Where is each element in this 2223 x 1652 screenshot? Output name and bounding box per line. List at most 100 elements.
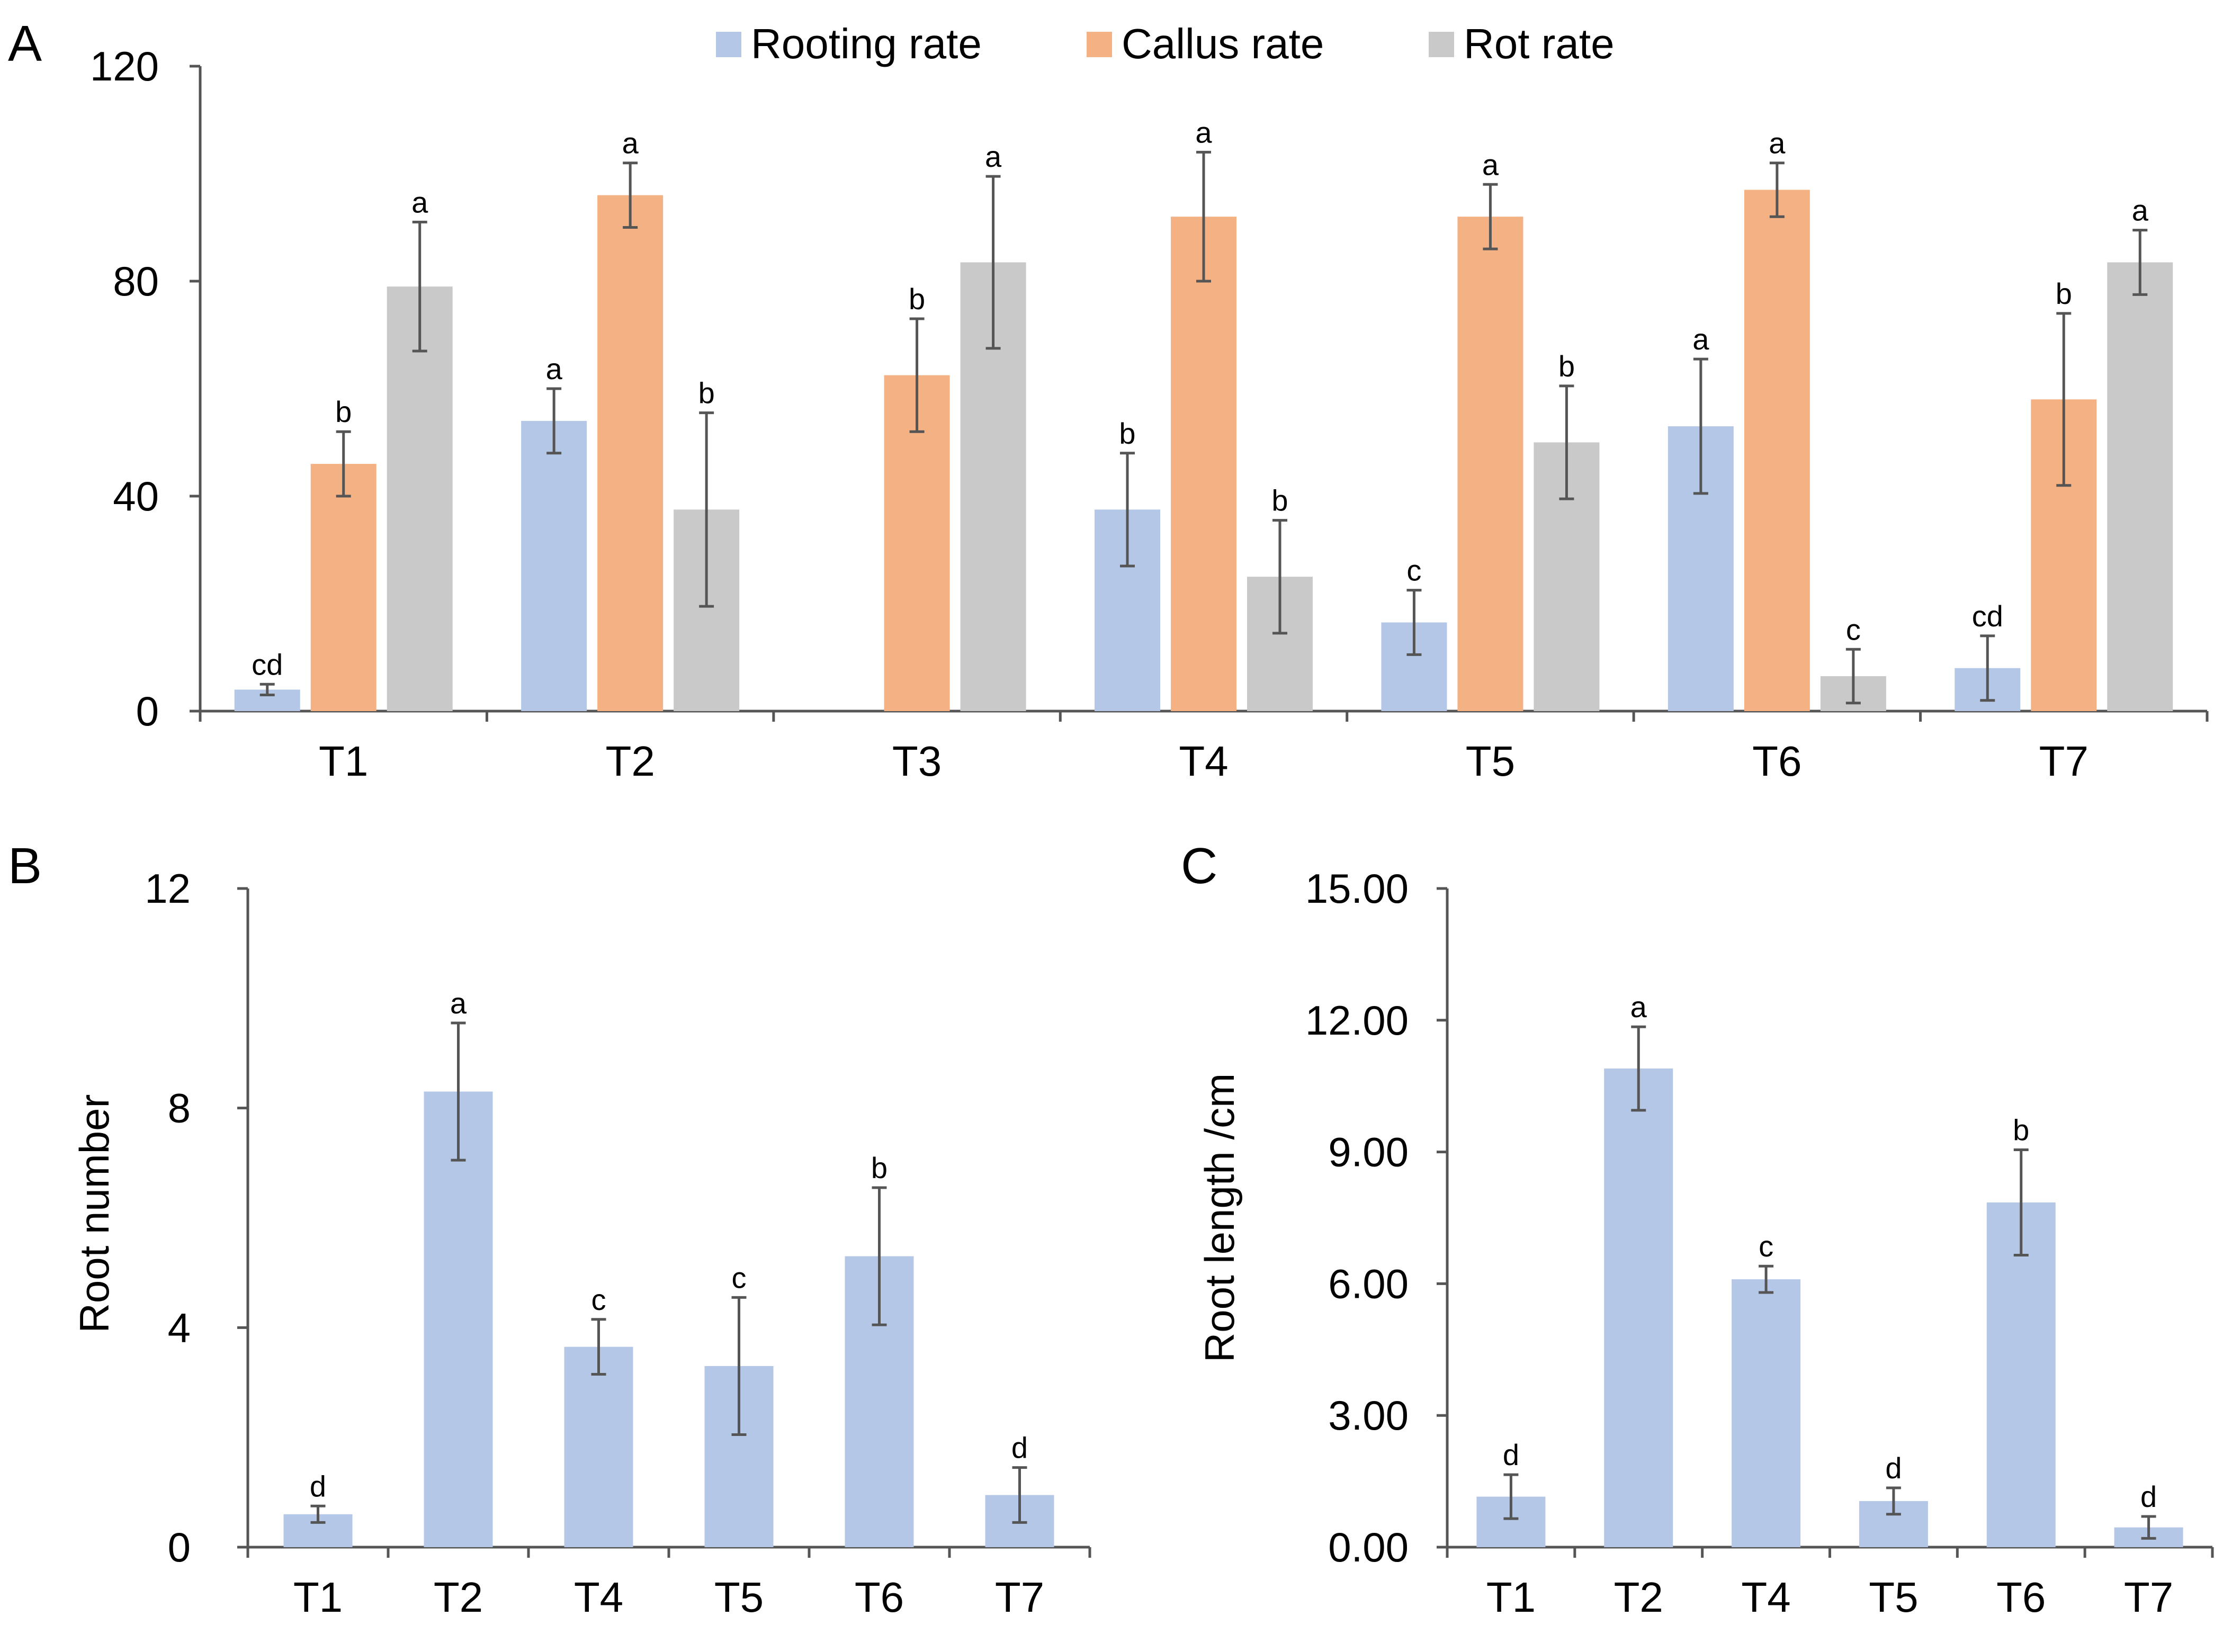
panel-a-significance-letter-rooting-rate-t5: c: [1406, 554, 1421, 587]
panel-a-y-tick-label: 120: [90, 43, 159, 89]
panel-a-significance-letter-callus-rate-t3: b: [909, 282, 925, 316]
panel-b-category-label-t1: T1: [293, 1574, 343, 1621]
panel-b-error-bar-root-number-t5: [731, 1296, 747, 1436]
panel-a-error-bar-rooting-rate-t5: [1406, 589, 1422, 656]
panel-c-bar-root-length-t2: [1604, 1069, 1673, 1547]
panel-a-category-label-t3: T3: [892, 738, 942, 785]
legend-swatch-rot-rate: [1429, 32, 1454, 57]
panel-b-category-label-t6: T6: [855, 1574, 904, 1621]
panel-a-category-label-t1: T1: [319, 738, 368, 785]
panel-b-significance-letter-root-number-t7: d: [1011, 1431, 1028, 1465]
panel-a-error-bar-rot-rate-t6: [1845, 648, 1861, 705]
panel-a-bar-callus-rate-t1: [310, 464, 377, 711]
panel-b-error-bar-root-number-t1: [310, 1504, 326, 1524]
panel-c-error-bar-root-length-t2: [1631, 1025, 1646, 1112]
panel-a: A Rooting rate Callus rate Rot rate 0 40 8…: [8, 15, 2209, 785]
panel-a-error-bar-rooting-rate-t2: [546, 387, 562, 455]
panel-b-significance-letter-root-number-t1: d: [310, 1469, 326, 1503]
legend-swatch-callus-rate: [1087, 32, 1112, 57]
panel-c-significance-letter-root-length-t4: c: [1759, 1229, 1773, 1263]
panel-a-significance-letter-callus-rate-t4: a: [1195, 115, 1212, 149]
panel-a-significance-letter-rot-rate-t2: b: [698, 376, 715, 410]
legend-swatch-rooting-rate: [716, 32, 741, 57]
panel-a-significance-letter-callus-rate-t2: a: [622, 127, 639, 160]
panel-a-error-bar-callus-rate-t7: [2056, 312, 2072, 487]
panel-a-significance-letter-rot-rate-t5: b: [1558, 349, 1575, 383]
panel-a-category-label-t6: T6: [1752, 738, 1801, 785]
panel-b-y-tick-label: 4: [168, 1304, 191, 1351]
panel-c-category-label-t1: T1: [1486, 1574, 1536, 1621]
panel-c-category-label-t5: T5: [1869, 1574, 1918, 1621]
panel-c-significance-letter-root-length-t1: d: [1503, 1438, 1519, 1471]
panel-b-category-label-t5: T5: [714, 1574, 764, 1621]
panel-a-category-label-t4: T4: [1179, 738, 1228, 785]
panel-c-bar-root-length-t4: [1732, 1279, 1801, 1547]
panel-a-significance-letter-rooting-rate-t2: a: [546, 352, 563, 385]
panel-b-y-tick-label: 8: [168, 1085, 191, 1132]
panel-a-significance-letter-rooting-rate-t7: cd: [1972, 599, 2003, 633]
legend-label-rooting-rate: Rooting rate: [751, 20, 982, 67]
panel-b-significance-letter-root-number-t2: a: [450, 986, 467, 1020]
panel-b-error-bar-root-number-t6: [872, 1186, 887, 1326]
panel-c: C Root length /cm 0.00 3.00 6.00 9.00 12.00 1…: [1181, 838, 2214, 1621]
panel-a-significance-letter-callus-rate-t6: a: [1769, 127, 1786, 160]
panel-c-error-bar-root-length-t4: [1759, 1264, 1774, 1294]
panel-c-marks: 0.00 3.00 6.00 9.00 12.00 15.00 T1 T2 T4 T5 T6 T7 d a…: [1305, 865, 2214, 1621]
panel-c-y-tick-label: 6.00: [1328, 1260, 1409, 1307]
panel-a-category-label-t5: T5: [1466, 738, 1515, 785]
panel-a-error-bar-rot-rate-t4: [1272, 519, 1287, 635]
panel-c-error-bar-root-length-t6: [2013, 1148, 2029, 1256]
panel-a-bar-rooting-rate-t2: [521, 420, 587, 711]
panel-a-error-bar-rot-rate-t5: [1559, 384, 1574, 500]
panel-b-y-tick-label: 12: [145, 865, 191, 912]
panel-b-category-label-t7: T7: [995, 1574, 1044, 1621]
panel-c-y-axis-label: Root length /cm: [1196, 1073, 1243, 1362]
panel-c-y-tick-label: 15.00: [1305, 865, 1409, 912]
panel-a-error-bar-rot-rate-t3: [985, 175, 1001, 350]
panel-a-significance-letter-callus-rate-t5: a: [1482, 148, 1499, 181]
panel-b-y-tick-label: 0: [168, 1524, 191, 1570]
panel-c-letter: C: [1181, 838, 1217, 894]
panel-c-significance-letter-root-length-t6: b: [2013, 1113, 2029, 1146]
panel-a-y-tick-label: 0: [136, 688, 159, 734]
panel-b: B Root number 0 4 8 12 T1 T2 T4 T5 T6 T7 d a c c b d: [8, 838, 1091, 1621]
panel-a-error-bar-callus-rate-t2: [623, 161, 638, 229]
panel-b-y-axis-label: Root number: [71, 1094, 118, 1333]
panel-c-significance-letter-root-length-t5: d: [1885, 1451, 1902, 1485]
panel-a-letter: A: [8, 15, 42, 72]
panel-a-error-bar-rooting-rate-t6: [1693, 357, 1708, 495]
panel-a-error-bar-callus-rate-t1: [336, 430, 351, 498]
panel-a-significance-letter-rooting-rate-t6: a: [1692, 322, 1709, 356]
panel-c-y-tick-label: 3.00: [1328, 1392, 1409, 1439]
panel-b-letter: B: [8, 838, 42, 894]
panel-a-error-bar-callus-rate-t4: [1196, 150, 1211, 283]
panel-a-error-bar-callus-rate-t6: [1769, 161, 1785, 218]
panel-a-bar-callus-rate-t4: [1171, 217, 1236, 711]
panel-a-significance-letter-rot-rate-t7: a: [2132, 194, 2149, 227]
panel-a-category-label-t7: T7: [2039, 738, 2088, 785]
legend-label-rot-rate: Rot rate: [1464, 20, 1615, 67]
panel-c-error-bar-root-length-t5: [1886, 1486, 1901, 1516]
panel-a-significance-letter-rooting-rate-t4: b: [1119, 417, 1135, 450]
panel-c-error-bar-root-length-t1: [1503, 1473, 1519, 1520]
panel-a-significance-letter-rot-rate-t6: c: [1846, 613, 1861, 646]
panel-a-error-bar-rooting-rate-t7: [1980, 634, 1995, 702]
panel-b-significance-letter-root-number-t5: c: [732, 1261, 747, 1294]
panel-a-bar-rot-rate-t1: [387, 286, 453, 711]
panel-a-significance-letter-callus-rate-t1: b: [335, 395, 352, 428]
panel-a-y-tick-label: 80: [113, 258, 159, 304]
panel-a-error-bar-rot-rate-t1: [412, 220, 427, 353]
panel-b-category-label-t4: T4: [574, 1574, 623, 1621]
panel-a-bar-callus-rate-t6: [1744, 190, 1810, 711]
panel-a-error-bar-rot-rate-t7: [2132, 229, 2148, 296]
panel-c-y-tick-label: 9.00: [1328, 1129, 1409, 1175]
panel-b-error-bar-root-number-t4: [591, 1318, 606, 1376]
panel-c-bar-root-length-t6: [1986, 1202, 2056, 1547]
panel-b-bar-root-number-t4: [564, 1346, 633, 1547]
panel-c-significance-letter-root-length-t2: a: [1630, 990, 1647, 1023]
panel-c-category-label-t6: T6: [1996, 1574, 2046, 1621]
panel-b-error-bar-root-number-t7: [1012, 1466, 1027, 1524]
panel-a-marks: 0 40 80 120 T1 T2 T3 T4 T5 T6 T7 cd a b c a cd b a b a a a b a b a…: [90, 43, 2209, 785]
panel-a-significance-letter-rot-rate-t4: b: [1271, 484, 1288, 517]
